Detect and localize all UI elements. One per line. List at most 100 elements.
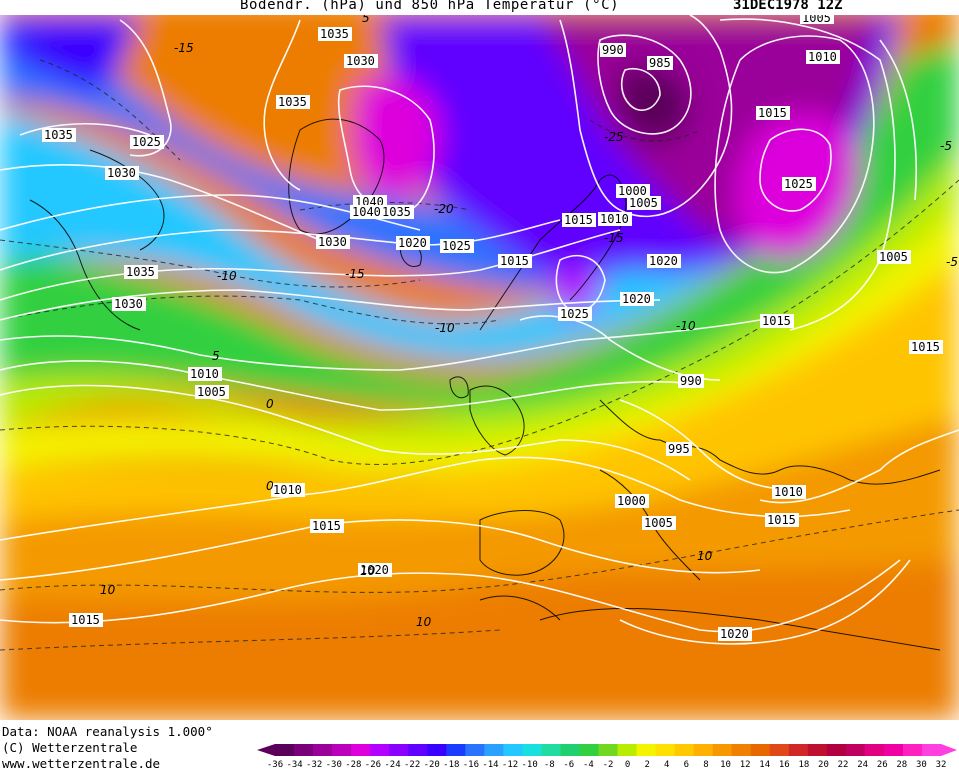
colorbar-swatch: [541, 744, 561, 756]
isotherm-label: 10: [100, 583, 116, 597]
colorbar-tick-label: -16: [463, 760, 479, 770]
isotherm-label: 10: [416, 615, 432, 629]
svg-text:990: 990: [680, 374, 702, 388]
colorbar-swatch: [446, 744, 466, 756]
isobar-label: 1000: [615, 494, 649, 508]
svg-text:1015: 1015: [762, 314, 791, 328]
colorbar-swatch: [370, 744, 390, 756]
isobar-label: 1020: [396, 236, 430, 250]
isobar-label: 1015: [760, 314, 794, 328]
colorbar-tick-label: 28: [896, 760, 907, 770]
svg-text:1035: 1035: [382, 205, 411, 219]
colorbar-tick-label: 26: [877, 760, 888, 770]
colorbar-swatch: [522, 744, 542, 756]
isobar-label: 1010: [271, 483, 305, 497]
isobar-label: 1020: [358, 563, 392, 577]
isotherm-labels: -15 -25 -20 -15 -10 -15 -10 -5 0 -5 0 -1…: [100, 15, 958, 629]
isobar-label: 1035: [42, 128, 76, 142]
colorbar-tick-label: 18: [798, 760, 809, 770]
svg-text:1000: 1000: [617, 494, 646, 508]
isobar-label: 1030: [105, 166, 139, 180]
isobar-label: 1035: [380, 205, 414, 219]
colorbar-swatch: [712, 744, 733, 756]
isotherm-label: -15: [345, 267, 365, 281]
colorbar-swatch: [902, 744, 923, 756]
colorbar-tick-label: -26: [365, 760, 381, 770]
isobar-label: 1015: [69, 613, 103, 627]
colorbar-swatch: [807, 744, 828, 756]
isobar-label: 1010: [772, 485, 806, 499]
isobar-label: 995: [666, 442, 692, 456]
svg-text:1035: 1035: [320, 27, 349, 41]
colorbar-tick-label: 16: [779, 760, 790, 770]
colorbar-swatch: [465, 744, 485, 756]
colorbar-swatch: [750, 744, 771, 756]
colorbar-tick-label: -6: [563, 760, 574, 770]
colorbar-tick-label: 30: [916, 760, 927, 770]
isobar-label: 990: [600, 43, 626, 57]
colorbar-tick-label: -22: [404, 760, 420, 770]
colorbar-tick-label: 24: [857, 760, 868, 770]
svg-text:1020: 1020: [398, 236, 427, 250]
colorbar-tick-label: -20: [424, 760, 440, 770]
colorbar-swatch: [769, 744, 790, 756]
isobar-label: 1035: [124, 265, 158, 279]
svg-text:1025: 1025: [132, 135, 161, 149]
svg-text:1015: 1015: [911, 340, 940, 354]
isobar-label: 1025: [440, 239, 474, 253]
isobar-label: 1025: [558, 307, 592, 321]
svg-text:1030: 1030: [107, 166, 136, 180]
colorbar-tick-label: -34: [286, 760, 302, 770]
colorbar-swatch: [503, 744, 523, 756]
svg-text:1000: 1000: [618, 184, 647, 198]
credits: Data: NOAA reanalysis 1.000° (C) Wetterz…: [2, 724, 213, 772]
colorbar-tick-label: -10: [522, 760, 538, 770]
copyright: (C) Wetterzentrale: [2, 740, 138, 755]
isobar-label: 1005: [877, 250, 911, 264]
isotherm-label: -15: [604, 231, 624, 245]
isotherm-label: -15: [174, 41, 194, 55]
isobar-label: 1020: [647, 254, 681, 268]
colorbar-swatch: [427, 744, 447, 756]
colorbar-tick-label: -2: [603, 760, 614, 770]
colorbar-tick-label: -36: [267, 760, 283, 770]
colorbar-tick-label: 0: [625, 760, 630, 770]
colorbar-swatch: [313, 744, 333, 756]
svg-text:1015: 1015: [312, 519, 341, 533]
svg-text:1020: 1020: [360, 563, 389, 577]
colorbar-swatch: [826, 744, 847, 756]
colorbar-swatch: [674, 744, 695, 756]
svg-text:1030: 1030: [114, 297, 143, 311]
isobar-label: 1020: [620, 292, 654, 306]
svg-text:1020: 1020: [622, 292, 651, 306]
svg-text:1005: 1005: [879, 250, 908, 264]
colorbar-swatch: [484, 744, 504, 756]
isobar-label: 1005: [800, 15, 834, 25]
svg-text:1025: 1025: [784, 177, 813, 191]
svg-text:1020: 1020: [720, 627, 749, 641]
colorbar-swatch: [883, 744, 904, 756]
colorbar-tick-label: 4: [664, 760, 669, 770]
svg-text:1005: 1005: [197, 385, 226, 399]
isobar-label: 1005: [195, 385, 229, 399]
map-title: Bodendr. (hPa) und 850 hPa Temperatur (°…: [240, 0, 620, 13]
svg-text:1005: 1005: [629, 196, 658, 210]
colorbar-swatch: [294, 744, 314, 756]
colorbar-ticks: -36 -34 -32 -30 -28 -26 -24 -22 -20 -18 -16 -14 -12-…: [267, 760, 947, 770]
svg-text:1010: 1010: [774, 485, 803, 499]
isobar-label: 985: [647, 56, 673, 70]
isobar-label: 1015: [756, 106, 790, 120]
isobar-label: 1005: [642, 516, 676, 530]
isobar-label: 1030: [316, 235, 350, 249]
website-link[interactable]: www.wetterzentrale.de: [2, 756, 161, 771]
svg-text:1010: 1010: [273, 483, 302, 497]
colorbar-tick-label: -8: [544, 760, 555, 770]
colorbar-tick-label: 14: [759, 760, 770, 770]
svg-text:995: 995: [668, 442, 690, 456]
colorbar-tick-label: -24: [384, 760, 400, 770]
isotherm-label: 0: [266, 479, 274, 493]
isobar-label: 1030: [344, 54, 378, 68]
isotherm-label: 5: [212, 349, 220, 363]
colorbar-swatch: [617, 744, 638, 756]
isobar-label: 1020: [718, 627, 752, 641]
